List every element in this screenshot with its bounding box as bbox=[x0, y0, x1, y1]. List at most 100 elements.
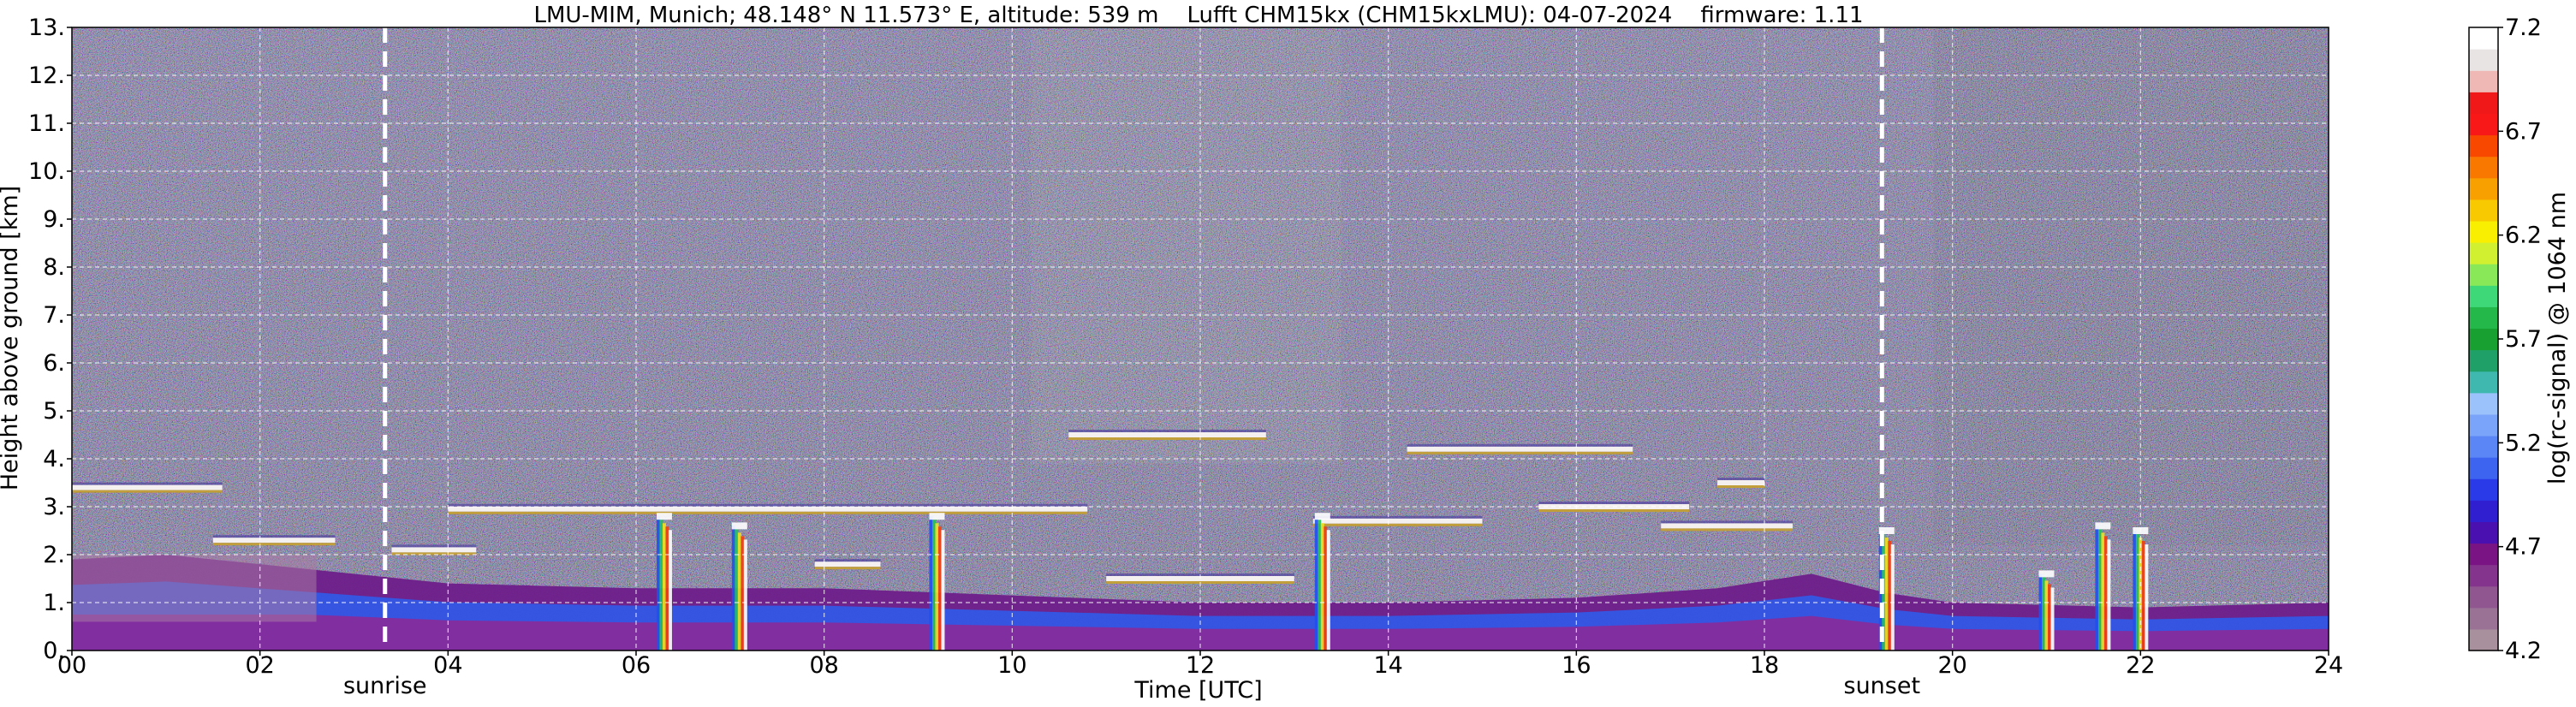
x-axis-label: Time [UTC] bbox=[1133, 677, 1262, 704]
y-tick-label: 12. bbox=[28, 62, 65, 89]
x-tick-label: 06 bbox=[622, 652, 651, 679]
colorbar-swatch bbox=[2469, 413, 2498, 437]
precipitation-shaft-band bbox=[2038, 573, 2043, 651]
precipitation-shaft-band bbox=[2135, 534, 2139, 651]
y-tick-label: 7. bbox=[43, 302, 65, 329]
colorbar-swatch bbox=[2469, 628, 2498, 651]
colorbar-swatch bbox=[2469, 264, 2498, 286]
colorbar-swatch bbox=[2469, 27, 2498, 50]
colorbar-tick-label: 4.2 bbox=[2505, 638, 2542, 664]
y-axis-ticks: 0. 1. 2. 3. 4. 5. 6. 7. 8. 9. 10. 11. 12. 13. bbox=[28, 15, 72, 664]
colorbar bbox=[2468, 27, 2499, 651]
precipitation-shaft-band bbox=[2050, 587, 2055, 651]
precipitation-shaft-band bbox=[941, 530, 945, 651]
cloud-layer bbox=[72, 484, 223, 490]
colorbar-tick-label: 7.2 bbox=[2505, 15, 2542, 41]
cloud-layer bbox=[814, 561, 881, 567]
y-tick-label: 5. bbox=[43, 398, 65, 425]
x-tick-label: 00 bbox=[57, 652, 86, 679]
precipitation-shaft-band bbox=[668, 530, 672, 651]
precipitation-shaft-band bbox=[2095, 526, 2099, 651]
colorbar-swatch bbox=[2469, 521, 2498, 544]
colorbar-swatch bbox=[2469, 134, 2498, 157]
precipitation-shaft-band bbox=[931, 520, 936, 651]
colorbar-swatch bbox=[2469, 392, 2498, 415]
precipitation-shaft-band bbox=[929, 516, 933, 651]
cloud-layer bbox=[1661, 523, 1793, 529]
colorbar-swatch bbox=[2469, 92, 2498, 115]
precipitation-shaft-band bbox=[1326, 530, 1330, 651]
colorbar-swatch bbox=[2469, 70, 2498, 92]
sun-markers: sunrise sunset bbox=[343, 27, 1920, 699]
precipitation-shaft-band bbox=[937, 526, 942, 651]
precipitation-shaft-band bbox=[2103, 536, 2108, 651]
colorbar-swatch bbox=[2469, 156, 2498, 179]
precipitation-shaft-band bbox=[2042, 577, 2045, 651]
y-tick-label: 0. bbox=[43, 638, 65, 664]
x-tick-label: 16 bbox=[1562, 652, 1591, 679]
precipitation-shaft-band bbox=[735, 529, 739, 651]
colorbar-swatch bbox=[2469, 500, 2498, 522]
y-tick-label: 2. bbox=[43, 542, 65, 568]
cloud-layer-edge bbox=[1407, 451, 1633, 454]
x-axis-ticks: 00 02 04 06 08 10 12 14 16 18 20 22 24 bbox=[57, 651, 2343, 679]
cloud-layer-edge bbox=[1661, 528, 1793, 532]
y-tick-label: 9. bbox=[43, 206, 65, 233]
colorbar-swatch bbox=[2469, 306, 2498, 330]
precipitation-shaft-band bbox=[1890, 544, 1895, 651]
colorbar-swatch bbox=[2469, 177, 2498, 200]
precipitation-shaft-band bbox=[2101, 532, 2105, 651]
y-tick-label: 6. bbox=[43, 350, 65, 377]
precipitation-shaft-band bbox=[2145, 544, 2149, 651]
colorbar-tick-label: 6.7 bbox=[2505, 118, 2542, 145]
x-tick-label: 04 bbox=[433, 652, 462, 679]
precipitation-shaft-top bbox=[731, 522, 747, 530]
precipitation-shaft-top bbox=[2095, 522, 2111, 530]
y-tick-label: 10. bbox=[28, 158, 65, 185]
cloud-layer-edge bbox=[1717, 485, 1764, 488]
colorbar-swatch bbox=[2469, 564, 2498, 587]
precipitation-shaft-top bbox=[1314, 513, 1330, 520]
cloud-layer-edge bbox=[391, 552, 477, 556]
cloud-layer bbox=[1068, 432, 1266, 437]
y-axis-label: Height above ground [km] bbox=[0, 186, 23, 490]
sunrise-label: sunrise bbox=[343, 673, 427, 699]
grid-lines bbox=[72, 27, 2329, 651]
x-tick-label: 24 bbox=[2314, 652, 2343, 679]
colorbar-swatch bbox=[2469, 242, 2498, 264]
precipitation-shaft-band bbox=[743, 539, 747, 651]
colorbar-swatch bbox=[2469, 607, 2498, 630]
sunset-label: sunset bbox=[1844, 673, 1921, 699]
x-tick-label: 08 bbox=[809, 652, 838, 679]
cloud-layer-edge bbox=[212, 543, 336, 546]
cloud-layer-edge bbox=[72, 490, 223, 493]
colorbar-tick-label: 4.7 bbox=[2505, 534, 2542, 561]
cloud-layer bbox=[391, 547, 477, 553]
colorbar-tick-label: 6.2 bbox=[2505, 223, 2542, 249]
x-tick-label: 12 bbox=[1186, 652, 1215, 679]
colorbar-swatch bbox=[2469, 543, 2498, 566]
precipitation-shaft-top bbox=[1878, 527, 1895, 534]
precipitation-shaft-band bbox=[665, 526, 669, 651]
x-tick-label: 20 bbox=[1937, 652, 1966, 679]
precipitation-shaft-band bbox=[737, 532, 741, 651]
cloud-layer bbox=[1717, 480, 1764, 485]
y-tick-label: 4. bbox=[43, 446, 65, 472]
y-tick-label: 11. bbox=[28, 110, 65, 137]
chart-title: LMU-MIM, Munich; 48.148° N 11.573° E, al… bbox=[533, 3, 1863, 28]
cloud-layer-edge bbox=[1312, 523, 1483, 526]
precipitation-shaft-band bbox=[1888, 541, 1892, 651]
precipitation-shaft-band bbox=[2097, 529, 2102, 651]
colorbar-swatch bbox=[2469, 220, 2498, 243]
y-tick-label: 13. bbox=[28, 15, 65, 41]
colorbar-tick-label: 5.2 bbox=[2505, 430, 2542, 456]
y-tick-label: 3. bbox=[43, 494, 65, 520]
y-tick-label: 8. bbox=[43, 254, 65, 281]
precipitation-shaft-band bbox=[1320, 523, 1324, 651]
colorbar-swatch bbox=[2469, 457, 2498, 479]
colorbar-swatch bbox=[2469, 478, 2498, 501]
precipitation-shaft-band bbox=[662, 523, 666, 651]
colorbar-swatch bbox=[2469, 585, 2498, 609]
x-tick-label: 14 bbox=[1373, 652, 1402, 679]
